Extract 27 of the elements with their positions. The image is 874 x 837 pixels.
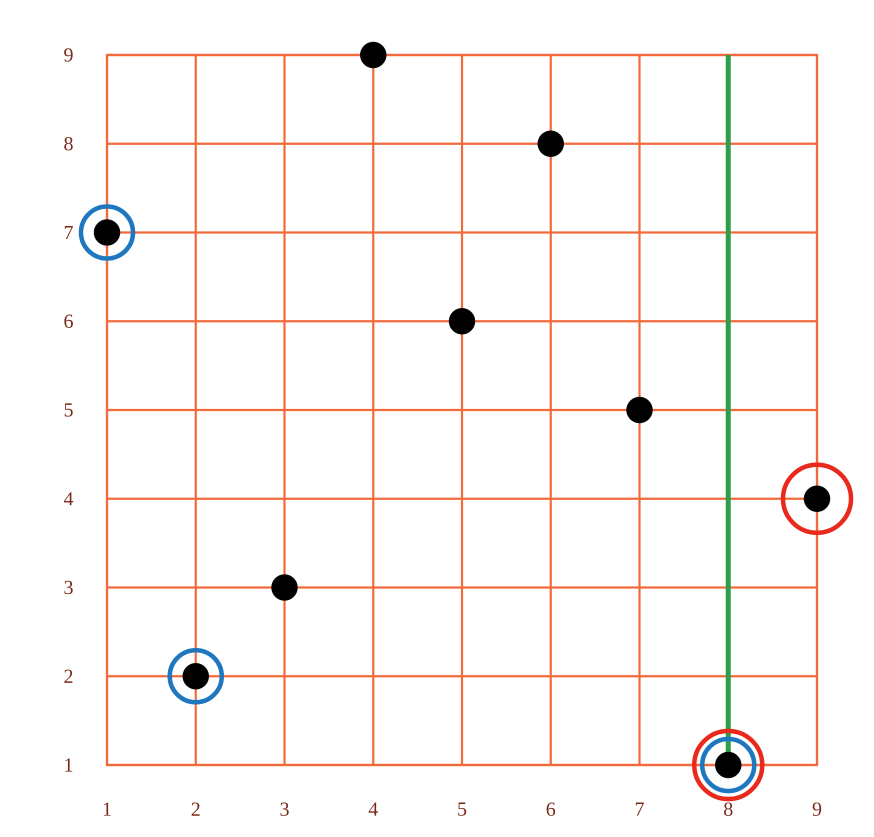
point (360, 42, 386, 68)
x-tick-label: 1 (104, 802, 111, 816)
point (780, 462, 854, 535)
point (271, 574, 298, 601)
y-tick-label: 6 (64, 314, 73, 328)
y-tick-label: 7 (64, 226, 73, 240)
point (538, 130, 564, 157)
x-tick-label: 7 (636, 802, 644, 816)
x-tick-label: 3 (280, 802, 289, 816)
y-tick-label: 8 (64, 137, 73, 150)
x-tick-label: 9 (812, 802, 822, 816)
y-tick-label: 9 (64, 48, 73, 62)
x-tick-label: 4 (368, 802, 378, 816)
y-tick-label: 3 (64, 580, 73, 594)
x-tick-label: 5 (458, 802, 466, 816)
y-tick-label: 5 (64, 403, 73, 417)
y-tick-label: 2 (64, 670, 72, 683)
point (626, 396, 653, 424)
y-tick-label: 4 (64, 492, 74, 506)
y-tick-label: 1 (65, 758, 72, 772)
x-tick-label: 6 (546, 802, 556, 816)
point (692, 728, 765, 802)
point (78, 204, 136, 261)
point (168, 648, 224, 704)
x-tick-label: 8 (724, 802, 732, 816)
point (448, 308, 476, 334)
x-tick-label: 2 (192, 802, 200, 816)
